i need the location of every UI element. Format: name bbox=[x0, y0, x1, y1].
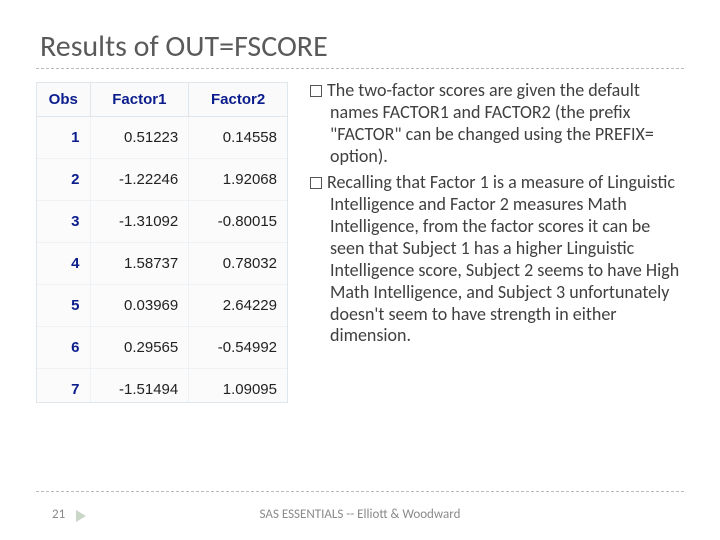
cell-f1: 1.58737 bbox=[90, 243, 189, 285]
footer-text: SAS ESSENTIALS -- Elliott & Woodward bbox=[0, 507, 720, 522]
cell-obs: 6 bbox=[37, 327, 90, 369]
col-factor1: Factor1 bbox=[90, 83, 189, 117]
table-header-row: Obs Factor1 Factor2 bbox=[37, 83, 287, 117]
table-row: 1 0.51223 0.14558 bbox=[37, 117, 287, 159]
square-bullet-icon bbox=[310, 177, 322, 189]
bullet-text: Recalling that Factor 1 is a measure of … bbox=[327, 171, 679, 347]
table-row: 5 0.03969 2.64229 bbox=[37, 285, 287, 327]
data-table: Obs Factor1 Factor2 1 0.51223 0.14558 2 … bbox=[37, 83, 287, 402]
cell-obs: 7 bbox=[37, 369, 90, 403]
cell-obs: 1 bbox=[37, 117, 90, 159]
cell-f1: -1.51494 bbox=[90, 369, 189, 403]
cell-f2: 1.09095 bbox=[189, 369, 287, 403]
table-row: 3 -1.31092 -0.80015 bbox=[37, 201, 287, 243]
divider-bottom bbox=[36, 491, 684, 492]
cell-f1: -1.31092 bbox=[90, 201, 189, 243]
bullet-text: The two-factor scores are given the defa… bbox=[327, 79, 654, 167]
cell-f2: 0.78032 bbox=[189, 243, 287, 285]
cell-f2: 2.64229 bbox=[189, 285, 287, 327]
cell-obs: 5 bbox=[37, 285, 90, 327]
slide: Results of OUT=FSCORE Obs Factor1 Factor… bbox=[0, 0, 720, 540]
cell-f1: -1.22246 bbox=[90, 159, 189, 201]
cell-f2: -0.80015 bbox=[189, 201, 287, 243]
cell-obs: 3 bbox=[37, 201, 90, 243]
table-row: 4 1.58737 0.78032 bbox=[37, 243, 287, 285]
cell-obs: 4 bbox=[37, 243, 90, 285]
table-row: 6 0.29565 -0.54992 bbox=[37, 327, 287, 369]
col-obs: Obs bbox=[37, 83, 90, 117]
cell-f2: 0.14558 bbox=[189, 117, 287, 159]
cell-f1: 0.51223 bbox=[90, 117, 189, 159]
table-row: 7 -1.51494 1.09095 bbox=[37, 369, 287, 403]
divider-top bbox=[36, 68, 684, 69]
bullet-1: The two-factor scores are given the defa… bbox=[310, 80, 684, 168]
bullet-2: Recalling that Factor 1 is a measure of … bbox=[310, 172, 684, 348]
cell-f1: 0.29565 bbox=[90, 327, 189, 369]
bullet-text-area: The two-factor scores are given the defa… bbox=[310, 80, 684, 351]
cell-f2: -0.54992 bbox=[189, 327, 287, 369]
cell-f1: 0.03969 bbox=[90, 285, 189, 327]
table-row: 2 -1.22246 1.92068 bbox=[37, 159, 287, 201]
cell-obs: 2 bbox=[37, 159, 90, 201]
factor-score-table: Obs Factor1 Factor2 1 0.51223 0.14558 2 … bbox=[36, 82, 288, 403]
col-factor2: Factor2 bbox=[189, 83, 287, 117]
slide-title: Results of OUT=FSCORE bbox=[40, 28, 328, 65]
cell-f2: 1.92068 bbox=[189, 159, 287, 201]
square-bullet-icon bbox=[310, 85, 322, 97]
